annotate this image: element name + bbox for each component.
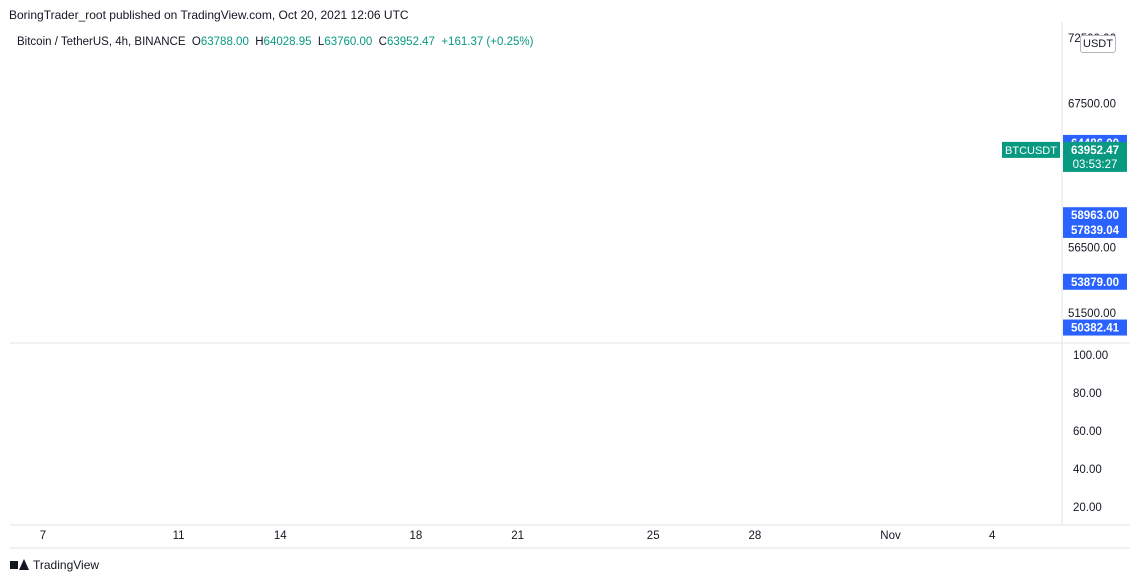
price-tick-label: 67500.00 <box>1068 98 1116 110</box>
level-price-tag <box>1063 221 1127 238</box>
level-price-tag <box>1063 319 1127 336</box>
high-value: 64028.95 <box>263 36 312 48</box>
rsi-tick-label: 60.00 <box>1073 426 1102 438</box>
level-price-text: 57839.04 <box>1071 225 1120 237</box>
symbol-info: Bitcoin / TetherUS, 4h, BINANCE O63788.0… <box>17 36 533 48</box>
brand-name[interactable]: TradingView <box>33 558 100 572</box>
rsi-tick-label: 100.00 <box>1073 350 1108 362</box>
time-tick-label: 14 <box>274 530 287 542</box>
open-label: O <box>191 36 201 48</box>
rsi-tick-label: 40.00 <box>1073 464 1102 476</box>
time-tick-label: 11 <box>173 530 185 542</box>
publisher-note: BoringTrader_root published on TradingVi… <box>9 8 409 22</box>
price-tick-label: 51500.00 <box>1068 308 1116 320</box>
symbol-tag <box>1002 141 1060 158</box>
currency-button[interactable]: USDT <box>1080 35 1116 53</box>
rsi-tick-label: 20.00 <box>1073 502 1102 514</box>
symbol-name[interactable]: Bitcoin / TetherUS, 4h, BINANCE <box>17 36 186 48</box>
low-value: 63760.00 <box>324 36 373 48</box>
high-label: H <box>255 36 264 48</box>
last-price-tag <box>1063 141 1127 172</box>
rsi-tick-label: 80.00 <box>1073 388 1102 400</box>
level-price-tag <box>1063 273 1127 290</box>
tradingview-logo-icon[interactable] <box>10 559 29 571</box>
level-price-text: 53879.00 <box>1071 277 1119 289</box>
last-price-text: 63952.47 <box>1071 145 1119 157</box>
level-price-text: 50382.41 <box>1071 323 1120 335</box>
level-price-text: 58963.00 <box>1071 210 1119 222</box>
change-value: +161.37 (+0.25%) <box>441 36 534 48</box>
open-value: 63788.00 <box>200 36 249 48</box>
time-tick-label: Nov <box>880 530 901 542</box>
time-tick-label: 21 <box>511 530 524 542</box>
time-tick-label: 28 <box>749 530 762 542</box>
low-label: L <box>317 36 325 48</box>
price-tick-label: 56500.00 <box>1068 242 1116 254</box>
level-price-tag <box>1063 207 1127 224</box>
time-tick-label: 4 <box>989 530 996 542</box>
time-tick-label: 25 <box>647 530 660 542</box>
close-label: C <box>378 36 387 48</box>
footer: TradingView <box>10 558 99 572</box>
close-value: 63952.47 <box>386 36 435 48</box>
time-tick-label: 7 <box>40 530 46 542</box>
countdown-text: 03:53:27 <box>1073 159 1118 171</box>
time-tick-label: 18 <box>410 530 423 542</box>
symbol-tag-text: BTCUSDT <box>1005 145 1057 157</box>
